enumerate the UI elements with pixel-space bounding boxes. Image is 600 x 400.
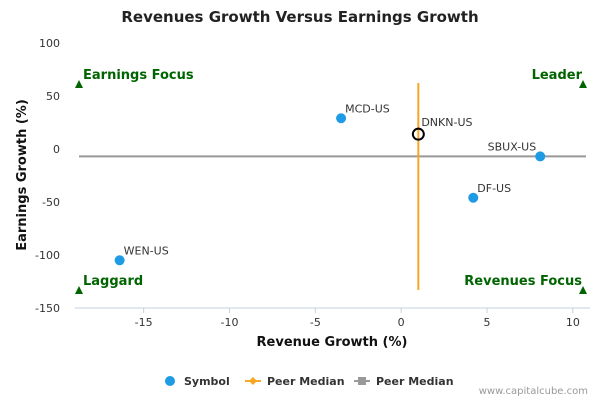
data-point-dnkn-us <box>411 127 425 141</box>
legend-marker-peer-median-y <box>358 377 366 385</box>
data-points: MCD-US DNKN-US SBUX-US DF-US WEN-US <box>114 102 546 266</box>
data-point-mcd-us <box>336 113 347 124</box>
legend-label: Symbol <box>184 375 230 388</box>
quadrant-label-top-left: Earnings Focus <box>83 68 194 83</box>
data-label-wen-us: WEN-US <box>124 244 169 257</box>
quadrant-label-top-right: Leader <box>532 68 583 83</box>
data-label-dnkn-us: DNKN-US <box>421 116 472 129</box>
quadrant-label-bottom-right: Revenues Focus <box>464 274 582 289</box>
data-point-wen-us <box>114 255 125 266</box>
quadrant-labels: Earnings Focus Leader Laggard Revenues Focu… <box>75 68 587 294</box>
x-axis-title: Revenue Growth (%) <box>257 335 408 350</box>
peer-median-lines <box>79 83 586 290</box>
data-label-mcd-us: MCD-US <box>345 102 390 115</box>
legend-marker-peer-median-x <box>249 377 257 385</box>
x-tick-label: -15 <box>135 316 153 329</box>
y-tick-label: 100 <box>39 37 60 50</box>
footer-credit: www.capitalcube.com <box>479 386 588 397</box>
y-axis-title: Earnings Growth (%) <box>15 99 30 251</box>
legend: Symbol Peer Median Peer Median <box>165 375 454 388</box>
y-tick-label: -50 <box>42 196 60 209</box>
x-tick-label: -5 <box>310 316 321 329</box>
data-point-df-us <box>468 192 479 203</box>
x-tick-label: 0 <box>398 316 405 329</box>
data-label-df-us: DF-US <box>477 182 511 195</box>
quadrant-label-bottom-left: Laggard <box>83 274 143 289</box>
x-tick-label: 5 <box>484 316 491 329</box>
legend-label: Peer Median <box>376 375 454 388</box>
quadrant-marker-top-right <box>579 80 587 88</box>
y-tick-label: -100 <box>35 249 60 262</box>
quadrant-marker-bottom-right <box>579 286 587 294</box>
quadrant-marker-bottom-left <box>75 286 83 294</box>
data-point-sbux-us <box>535 151 546 162</box>
legend-marker-symbol <box>165 376 175 386</box>
y-tick-label: 0 <box>53 143 60 156</box>
x-tick-label: 10 <box>566 316 580 329</box>
x-tick-label: -10 <box>221 316 239 329</box>
quadrant-marker-top-left <box>75 80 83 88</box>
legend-label: Peer Median <box>267 375 345 388</box>
data-label-sbux-us: SBUX-US <box>488 140 537 153</box>
y-tick-label: -150 <box>35 302 60 315</box>
chart-title: Revenues Growth Versus Earnings Growth <box>121 8 478 26</box>
y-tick-label: 50 <box>46 90 60 103</box>
